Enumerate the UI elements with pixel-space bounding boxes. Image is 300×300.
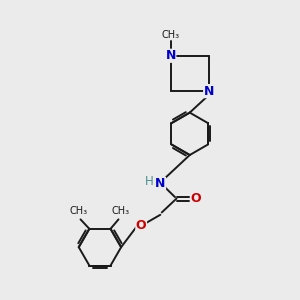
Text: CH₃: CH₃ <box>112 206 130 216</box>
Text: O: O <box>190 192 201 205</box>
Text: N: N <box>155 177 166 190</box>
Text: N: N <box>165 49 176 62</box>
Text: N: N <box>204 85 214 98</box>
Text: O: O <box>136 219 146 232</box>
Text: H: H <box>145 175 154 188</box>
Text: CH₃: CH₃ <box>69 206 87 216</box>
Text: CH₃: CH₃ <box>161 30 180 40</box>
